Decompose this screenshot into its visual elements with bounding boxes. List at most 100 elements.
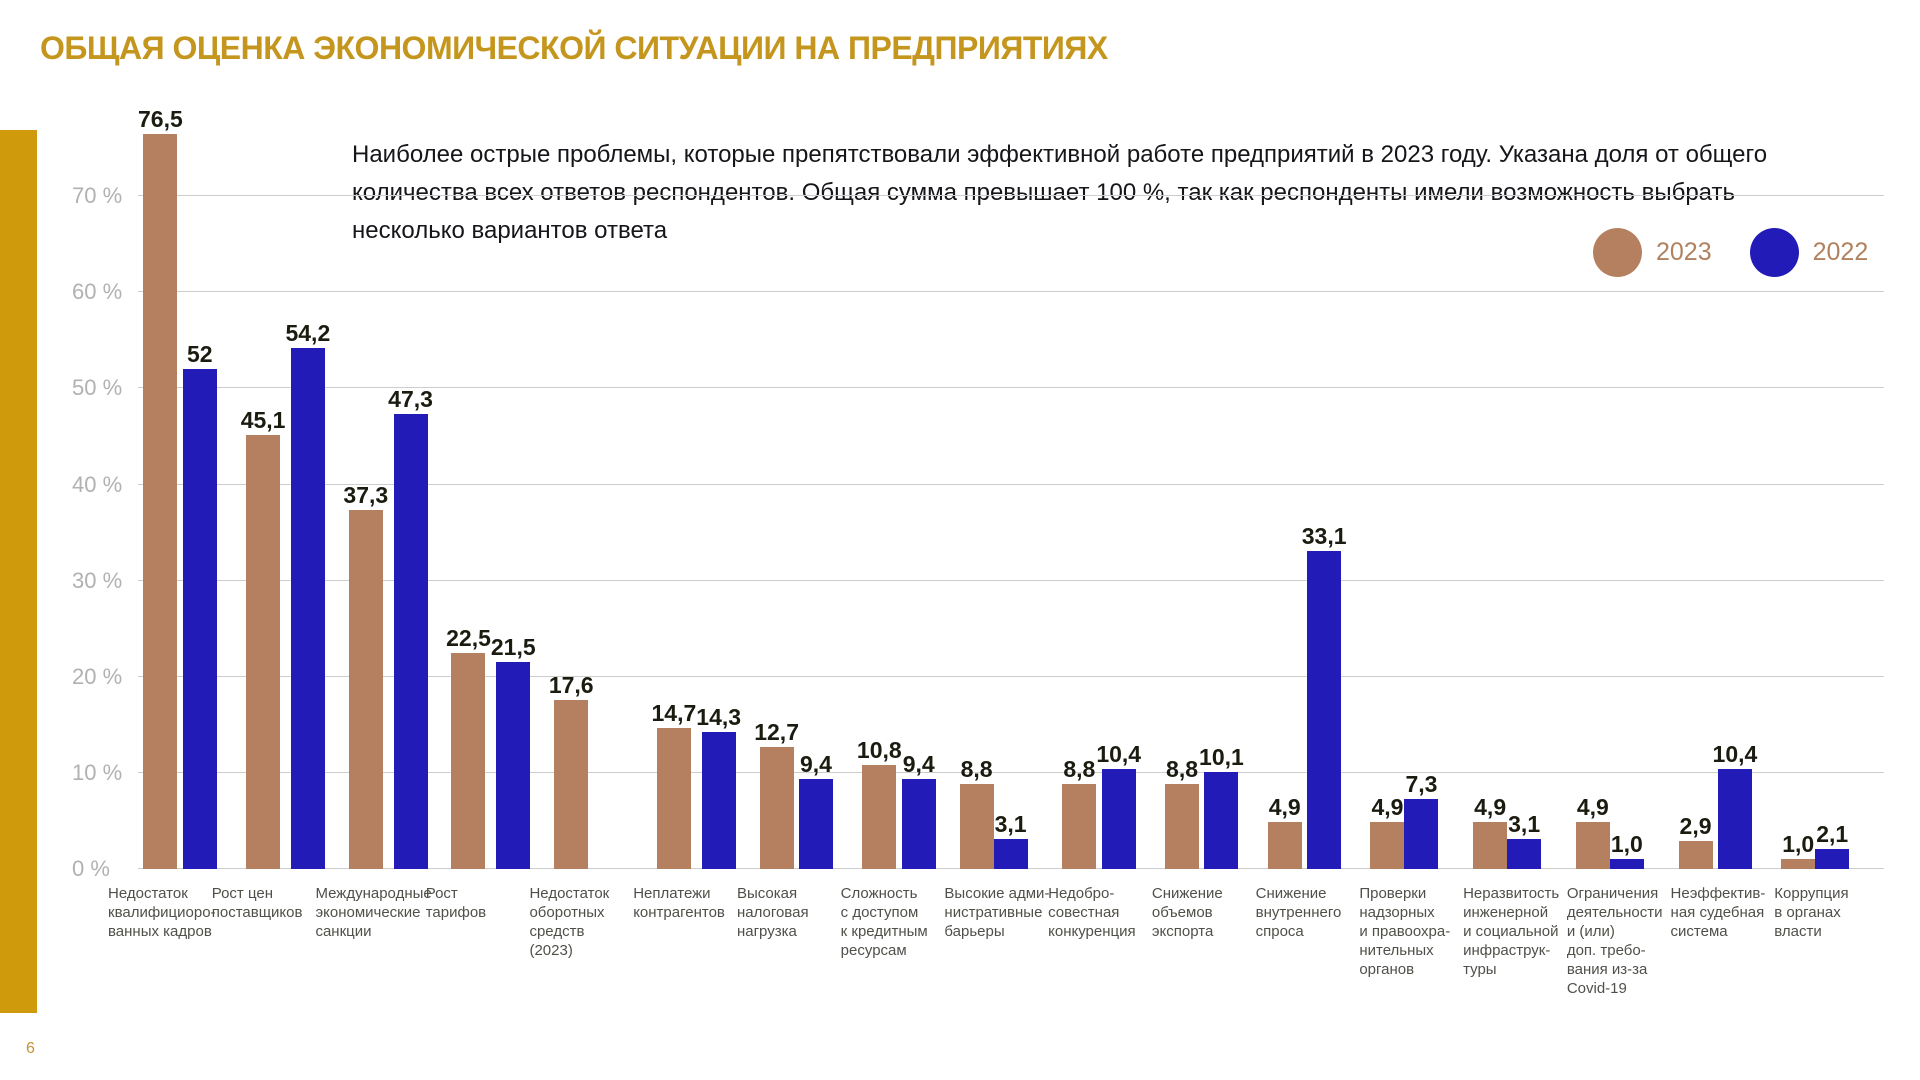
bar-item-2023: 10,8	[857, 738, 902, 869]
bar-value-label: 52	[186, 341, 213, 368]
bar-2022	[1404, 798, 1439, 869]
bar-2022	[798, 778, 833, 869]
gridline	[138, 291, 1884, 293]
bar-group: 76,5 52	[138, 100, 241, 869]
bar-value-label: 10,8	[856, 737, 902, 764]
bar-item-2023: 4,9	[1267, 793, 1302, 869]
category-label: Сложность с доступом к кредитным ресурса…	[840, 885, 928, 959]
bar-2023	[1370, 821, 1405, 869]
category-label: Неэффектив- ная судебная система	[1670, 885, 1766, 940]
bar-value-label: 14,3	[696, 703, 742, 730]
bar-value-label: 45,1	[240, 407, 286, 434]
bar-item-2022: 9,4	[901, 750, 936, 869]
legend-swatch-2023-icon	[1593, 228, 1642, 277]
bar-2022	[1101, 769, 1136, 869]
bar-value-label: 3,1	[994, 811, 1027, 838]
bar-item-2023: 37,3	[343, 483, 388, 869]
bar-value-label: 9,4	[902, 750, 935, 777]
bar-2022	[496, 662, 531, 869]
bar-2022	[393, 414, 428, 869]
gridline	[138, 387, 1884, 389]
category-label: Высокая налоговая нагрузка	[736, 885, 809, 940]
bar-2022	[290, 348, 325, 869]
bar-item-2023: 45,1	[240, 407, 286, 869]
bar-2022	[1204, 771, 1239, 869]
category-label: Рост цен поставщиков	[211, 885, 303, 921]
bar-group: 10,8 9,4	[857, 100, 960, 869]
chart-legend: 2023 2022	[1593, 228, 1868, 277]
bar-value-label: 14,7	[651, 699, 697, 726]
bar-group: 4,9 1,0	[1575, 100, 1679, 869]
category-label: Недобро- совестная конкуренция	[1048, 885, 1136, 940]
bar-item-2023: 8,8	[959, 756, 994, 869]
bar-item-2023: 17,6	[549, 673, 594, 869]
bar-group: 4,9 3,1	[1473, 100, 1576, 869]
bar-value-label: 8,8	[1063, 756, 1096, 783]
bar-group: 1,0 2,1	[1781, 100, 1884, 869]
bar-2022	[993, 839, 1028, 869]
category-label: Коррупция в органах власти	[1774, 885, 1849, 940]
bar-2022	[901, 778, 936, 869]
bar-value-label: 21,5	[490, 634, 536, 661]
bar-item-2023: 76,5	[138, 107, 183, 869]
bar-item-2022: 2,1	[1815, 822, 1850, 869]
bar-value-label: 1,0	[1782, 831, 1815, 858]
gridline	[138, 675, 1884, 677]
page-number: 6	[26, 1040, 35, 1057]
bar-2022	[1307, 550, 1342, 869]
gridline	[138, 195, 1884, 197]
gold-accent-bar	[0, 130, 37, 1013]
bar-2023	[246, 435, 281, 869]
bar-value-label: 2,9	[1679, 813, 1712, 840]
bar-2022	[1609, 859, 1644, 869]
gridline	[138, 771, 1884, 773]
bar-value-label: 37,3	[343, 482, 389, 509]
bar-value-label: 8,8	[960, 756, 993, 783]
bar-columns: 76,5 52 45,1 54,2 37,3 47,3 22,5 21,5 17,6 14,7 14…	[138, 100, 1884, 869]
bar-item-2022: 14,3	[696, 705, 741, 869]
bar-item-2023: 12,7	[754, 720, 799, 869]
bar-value-label: 7,3	[1405, 770, 1438, 797]
y-axis: 0 % 10 % 20 % 30 % 40 % 50 % 60 % 70 %	[72, 0, 132, 1080]
bar-2023	[1165, 784, 1200, 869]
bar-2023	[1575, 821, 1610, 869]
bar-2023	[451, 652, 486, 869]
bar-2023	[1062, 784, 1097, 869]
bar-group: 4,9 7,3	[1370, 100, 1473, 869]
bar-value-label: 47,3	[388, 386, 433, 413]
bar-item-2022: 10,4	[1096, 742, 1141, 869]
page-title: ОБЩАЯ ОЦЕНКА ЭКОНОМИЧЕСКОЙ СИТУАЦИИ НА П…	[40, 30, 1108, 66]
bar-item-2023: 4,9	[1575, 793, 1610, 869]
bar-2023	[656, 727, 691, 869]
bar-item-2023: 4,9	[1473, 795, 1508, 869]
category-label: Высокие адми- нистративные барьеры	[944, 885, 1050, 940]
bar-2022	[1507, 839, 1542, 869]
bar-group: 45,1 54,2	[241, 100, 344, 869]
bar-2023	[1473, 821, 1508, 869]
category-label: Неплатежи контрагентов	[633, 885, 725, 921]
bar-value-label: 54,2	[285, 320, 331, 347]
bar-2022	[1717, 769, 1752, 869]
bar-value-label: 3,1	[1508, 811, 1541, 838]
bar-value-label: 12,7	[754, 718, 799, 745]
y-tick-label: 0 %	[72, 856, 110, 881]
bar-item-2022: 47,3	[388, 387, 433, 869]
y-tick-label: 70 %	[72, 183, 123, 209]
plot-area: 76,5 52 45,1 54,2 37,3 47,3 22,5 21,5 17,6 14,7 14…	[138, 100, 1884, 869]
bar-2023	[143, 133, 178, 869]
x-axis-labels: Недостаток квалифициоро- ванных кадров Ро…	[108, 884, 1884, 998]
bar-item-2022: 3,1	[1507, 811, 1542, 869]
y-tick-label: 20 %	[72, 663, 123, 689]
bar-item-2023: 22,5	[446, 626, 491, 869]
bar-value-label: 4,9	[1576, 793, 1609, 820]
bar-2022	[1815, 848, 1850, 869]
bar-value-label: 33,1	[1301, 522, 1347, 549]
bar-item-2022: 54,2	[285, 321, 330, 869]
bar-group: 37,3 47,3	[343, 100, 446, 869]
bar-item-2023: 14,7	[651, 699, 697, 869]
chart-description: Наиболее острые проблемы, которые препят…	[352, 141, 1768, 244]
bar-2023	[1678, 841, 1713, 869]
bar-value-label: 4,9	[1268, 793, 1301, 820]
bar-2023	[1267, 821, 1302, 869]
category-label: Снижение объемов экспорта	[1151, 885, 1223, 940]
